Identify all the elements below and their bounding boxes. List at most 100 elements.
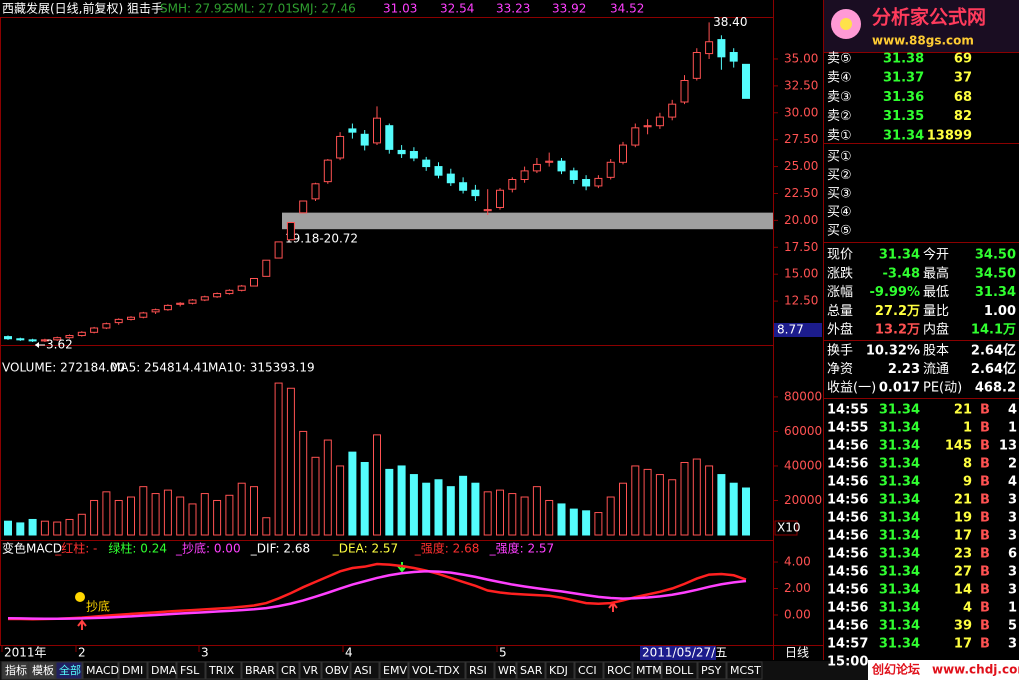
toolbar-tab[interactable] xyxy=(277,661,300,680)
volume-bar xyxy=(200,493,209,536)
tick-cell: 17 xyxy=(954,529,972,544)
toolbar-label[interactable]: EMV xyxy=(383,664,407,677)
toolbar-tab[interactable] xyxy=(545,661,575,680)
tick-cell: 31.34 xyxy=(879,637,920,652)
toolbar-tab[interactable] xyxy=(494,661,517,680)
stat-label: 总量 xyxy=(827,304,853,319)
volume-bar xyxy=(176,496,185,536)
toolbar-label[interactable]: KDJ xyxy=(549,664,568,677)
toolbar-tab[interactable] xyxy=(205,661,242,680)
candle-body xyxy=(188,299,197,304)
toolbar-tab[interactable] xyxy=(28,661,56,680)
y-tick-label: 4.00 xyxy=(784,555,811,569)
y-tick-label: 27.50 xyxy=(784,132,818,146)
tick-cell: 31.34 xyxy=(879,403,920,418)
toolbar-tab[interactable] xyxy=(632,661,662,680)
toolbar-tab[interactable] xyxy=(299,661,322,680)
tick-cell: B xyxy=(980,529,990,544)
tick-cell: 5 xyxy=(1008,619,1017,634)
toolbar-tab[interactable] xyxy=(176,661,206,680)
volume-bar xyxy=(397,465,406,536)
stat-value: 2.64亿 xyxy=(971,361,1016,377)
toolbar-label[interactable]: WR xyxy=(498,664,517,677)
volume-legend: VOLUME: 272184.00 xyxy=(2,361,125,375)
volume-legend: MA5: 254814.41 xyxy=(110,361,209,375)
toolbar-tab[interactable] xyxy=(465,661,495,680)
toolbar-label[interactable]: MCST xyxy=(730,664,761,677)
toolbar-label[interactable]: DMA xyxy=(151,664,177,677)
scale-box xyxy=(774,520,798,536)
toolbar-tab[interactable] xyxy=(574,661,604,680)
candle-body xyxy=(594,177,603,187)
toolbar-tab[interactable] xyxy=(321,661,351,680)
toolbar-label[interactable]: DMI xyxy=(122,664,143,677)
volume-bar xyxy=(102,491,111,536)
toolbar-tab[interactable] xyxy=(241,661,278,680)
candle-body xyxy=(409,151,418,159)
tick-cell: 9 xyxy=(963,475,972,490)
level-label: 33.23 xyxy=(496,2,530,16)
toolbar-label[interactable]: VR xyxy=(303,664,319,677)
toolbar-label[interactable]: 指标 xyxy=(5,663,27,677)
volume-bar xyxy=(40,520,49,536)
toolbar-tab[interactable] xyxy=(55,661,83,680)
toolbar-label[interactable]: 全部 xyxy=(59,663,81,677)
volume-bar xyxy=(336,465,345,536)
toolbar-label[interactable]: RSI xyxy=(469,664,487,677)
volume-bar xyxy=(163,489,172,536)
toolbar-label[interactable]: BRAR xyxy=(245,664,275,677)
toolbar-label[interactable]: MTM xyxy=(636,664,662,677)
toolbar-label[interactable]: 模板 xyxy=(32,663,54,677)
toolbar-label[interactable]: PSY xyxy=(701,664,722,677)
toolbar-tab[interactable] xyxy=(82,661,119,680)
date-label: 4 xyxy=(345,646,353,660)
volume-bar xyxy=(114,499,123,536)
current-box xyxy=(774,323,822,337)
date-label: 5 xyxy=(499,646,507,660)
toolbar-tab[interactable] xyxy=(726,661,763,680)
period-label: 日线 xyxy=(785,646,809,660)
candle-body xyxy=(508,178,517,190)
tick-cell: 15:00 xyxy=(827,655,868,670)
tick-cell: 14:55 xyxy=(827,421,868,436)
toolbar-tab[interactable] xyxy=(516,661,546,680)
tick-cell: 31.34 xyxy=(879,619,920,634)
candle-body xyxy=(28,339,37,342)
toolbar-tab[interactable] xyxy=(147,661,177,680)
toolbar-tab[interactable] xyxy=(118,661,148,680)
toolbar-tab[interactable] xyxy=(379,661,409,680)
toolbar-label[interactable]: BOLL xyxy=(665,664,694,677)
toolbar-label[interactable]: TRIX xyxy=(208,664,235,677)
tick-cell: 2 xyxy=(1008,457,1017,472)
toolbar-tab[interactable] xyxy=(603,661,633,680)
y-tick-label: 22.50 xyxy=(784,186,818,200)
volume-bar xyxy=(680,461,689,536)
candle-body xyxy=(176,302,185,305)
candle-body xyxy=(520,170,529,180)
toolbar-tab[interactable] xyxy=(661,661,698,680)
ask-price: 31.36 xyxy=(883,90,924,105)
low-label: 3.62 xyxy=(46,338,73,352)
toolbar-tab[interactable] xyxy=(408,661,466,680)
toolbar-label[interactable]: MACD xyxy=(86,664,119,677)
smiley-icon xyxy=(75,592,85,602)
toolbar-tab[interactable] xyxy=(1,661,29,680)
toolbar-label[interactable]: VOL-TDX xyxy=(412,664,460,677)
toolbar-tab[interactable] xyxy=(350,661,380,680)
y-tick-label: 32.50 xyxy=(784,78,818,92)
toolbar-label[interactable]: SAR xyxy=(520,664,543,677)
toolbar-label[interactable]: CR xyxy=(281,664,297,677)
y-tick-label: 80000 xyxy=(784,389,822,403)
y-tick-label: 15.00 xyxy=(784,267,818,281)
toolbar-label[interactable]: CCI xyxy=(578,664,597,677)
candle-body xyxy=(16,338,25,341)
volume-bar xyxy=(323,439,332,536)
toolbar-label[interactable]: ROC xyxy=(607,664,631,677)
toolbar-label[interactable]: OBV xyxy=(325,664,349,677)
toolbar-label[interactable]: FSL xyxy=(180,664,200,677)
toolbar-tab[interactable] xyxy=(697,661,727,680)
candle-body xyxy=(631,127,640,146)
toolbar-label[interactable]: ASI xyxy=(354,664,372,677)
candle-body xyxy=(692,52,701,79)
